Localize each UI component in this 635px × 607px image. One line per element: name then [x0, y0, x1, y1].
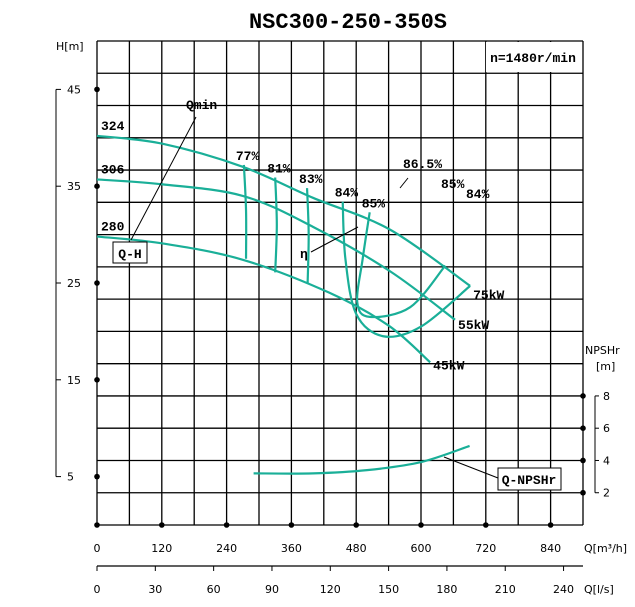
y2-tick-label: 2: [603, 487, 610, 500]
y-axis-label: H[m]: [56, 40, 84, 53]
x2-tick-label: 60: [207, 583, 221, 596]
npshr-curve: [253, 444, 470, 475]
x-tick-dot: [418, 522, 424, 528]
efficiency-contour: [242, 164, 248, 259]
x-tick-label: 480: [346, 542, 367, 555]
qh-curve-306: [96, 178, 456, 321]
x2-tick-label: 210: [495, 583, 516, 596]
y-tick-dot: [94, 183, 100, 189]
x2-tick-label: 90: [265, 583, 279, 596]
x-tick-dot: [288, 522, 295, 528]
qh-pointer: [130, 116, 197, 241]
power-label: 55kW: [458, 318, 489, 333]
y-tick-label: 45: [67, 83, 81, 96]
qh-curve-324: [96, 134, 471, 287]
x2-tick-label: 240: [553, 583, 574, 596]
power-label: 45kW: [433, 358, 464, 373]
efficiency-label: 83%: [299, 172, 323, 187]
x-tick-dot: [94, 522, 100, 528]
x-tick-dot: [353, 522, 360, 528]
eff-85-right-label: 85%: [441, 177, 465, 192]
y2-tick-dot: [580, 393, 586, 399]
npsh-pointer: [443, 456, 499, 479]
x-tick-dot: [483, 522, 489, 528]
y2-tick-label: 4: [603, 454, 610, 467]
x-tick-label: 360: [281, 542, 302, 555]
chart-title: NSC300-250-350S: [249, 10, 447, 35]
annotations: 86.5% 85% 84% η Qmin Q-H Q-NPSHr: [112, 98, 562, 491]
qh-curve-label: 324: [101, 119, 125, 134]
x-tick-label: 240: [216, 542, 237, 555]
y-tick-dot: [94, 473, 100, 480]
efficiency-contour: [341, 201, 471, 338]
y2-tick-dot: [580, 457, 586, 464]
y-tick-label: 15: [67, 374, 81, 387]
x-axis-label: Q[m³/h]: [584, 542, 627, 555]
eta-pointer: [310, 226, 359, 253]
x-tick-dot: [547, 522, 554, 528]
y-tick-label: 5: [67, 471, 74, 484]
x-tick-label: 0: [94, 542, 101, 555]
speed-label: n=1480r/min: [490, 51, 576, 66]
eta-label: η: [300, 247, 308, 262]
x2-axis-label: Q[l/s]: [584, 583, 614, 596]
efficiency-label: 85%: [362, 196, 386, 211]
grid: [96, 40, 584, 526]
y-tick-dot: [94, 377, 100, 383]
y2-tick-dot: [580, 425, 586, 432]
efficiency-label: 81%: [267, 161, 291, 176]
efficiency-contour: [355, 212, 447, 319]
qmin-label: Qmin: [186, 98, 217, 113]
x-tick-label: 840: [540, 542, 561, 555]
qh-label: Q-H: [118, 247, 141, 262]
efficiency-contour: [274, 177, 278, 273]
y-tick-label: 25: [67, 277, 81, 290]
x2-tick-label: 120: [320, 583, 341, 596]
speed-box: [486, 42, 581, 72]
y-tick-dot: [94, 280, 100, 286]
y2-axis-label: NPSHr: [585, 344, 620, 357]
eff-84-right-label: 84%: [466, 187, 490, 202]
x-tick-label: 600: [411, 542, 432, 555]
qh-curve-280: [96, 235, 431, 364]
y2-tick-label: 8: [603, 390, 610, 403]
y-tick-label: 35: [67, 180, 81, 193]
x-tick-dot: [159, 522, 165, 528]
y2-tick-label: 6: [603, 422, 610, 435]
y2-axis-unit: [m]: [596, 360, 615, 373]
y-tick-dot: [94, 86, 100, 93]
efficiency-label: 77%: [236, 149, 260, 164]
x-tick-label: 720: [475, 542, 496, 555]
npsh-label: Q-NPSHr: [502, 473, 557, 488]
axes: H[m] 5 15 25 35 45 NPSHr [m] 2 4 6 8 0 120 240 360 480 60…: [55, 40, 627, 596]
power-label: 75kW: [473, 288, 504, 303]
bep-pointer: [399, 177, 409, 189]
x2-tick-label: 30: [148, 583, 162, 596]
x2-tick-label: 150: [378, 583, 399, 596]
x2-tick-label: 180: [436, 583, 457, 596]
qh-curve-label: 280: [101, 220, 125, 235]
efficiency-label: 84%: [335, 186, 359, 201]
x2-tick-label: 0: [94, 583, 101, 596]
qh-curve-label: 306: [101, 162, 125, 177]
qh-label-box: [112, 241, 148, 264]
y2-tick-dot: [580, 489, 586, 496]
efficiency-contour: [305, 188, 310, 284]
x-tick-dot: [223, 522, 230, 528]
bep-label: 86.5%: [403, 157, 442, 172]
npsh-label-box: [497, 467, 562, 491]
x-tick-label: 120: [151, 542, 172, 555]
